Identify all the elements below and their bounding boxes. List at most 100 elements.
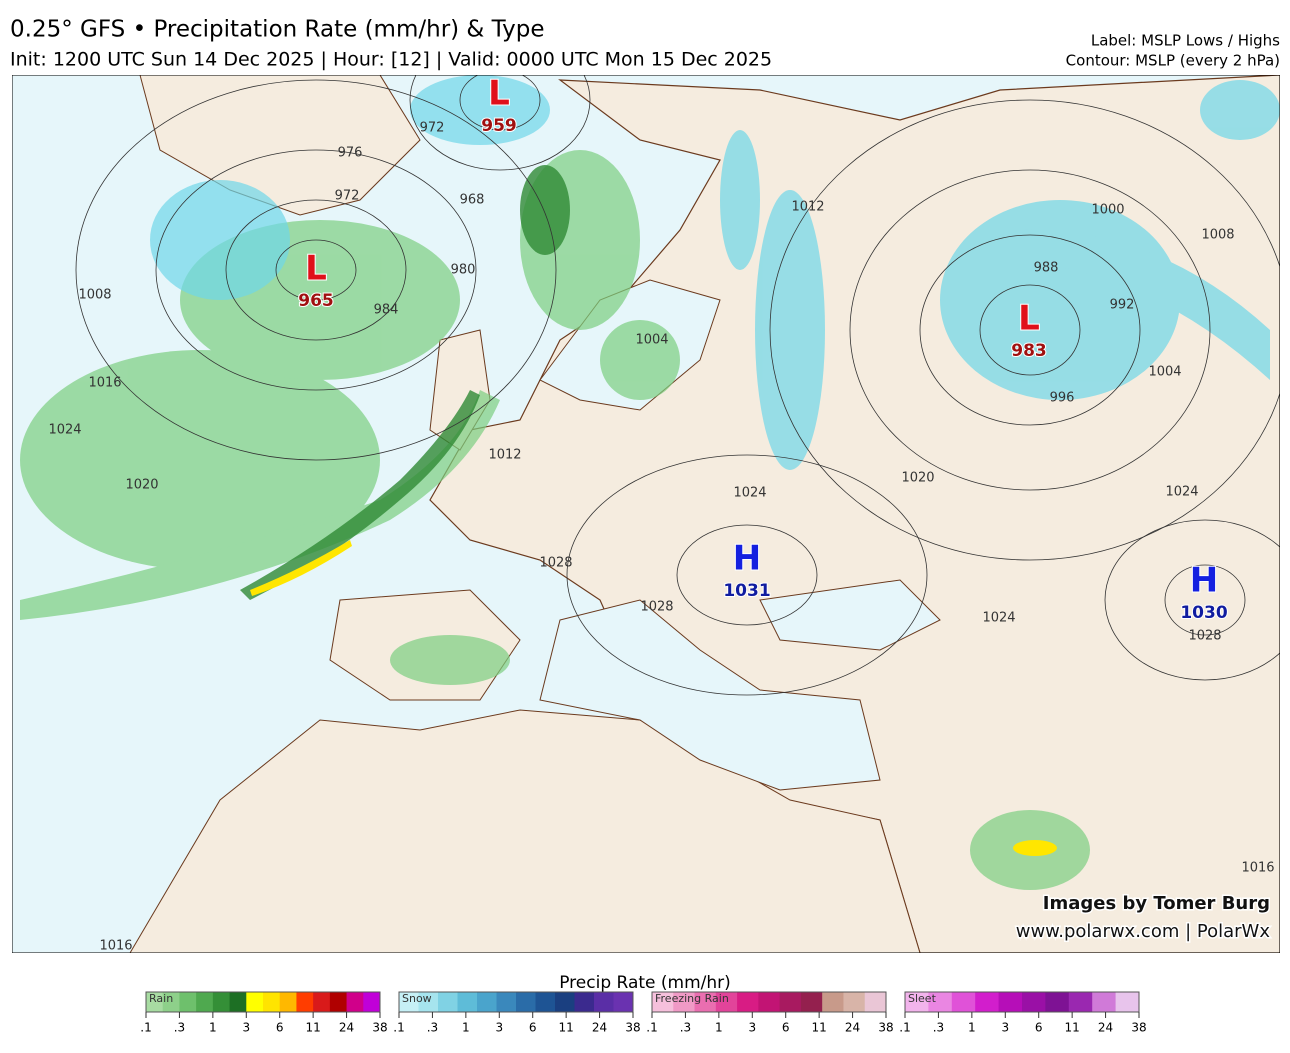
legend-frame: [145, 991, 381, 1013]
legend-group-name: Snow: [402, 992, 432, 1005]
legend-tick-label: .1: [646, 1021, 657, 1035]
legend-swatch: [162, 992, 180, 1012]
legend-swatch: [535, 992, 556, 1012]
center-letter: L: [1018, 299, 1040, 339]
greenland: [139, 75, 421, 216]
legend-swatch: [496, 992, 517, 1012]
contour-label: 1028: [539, 556, 572, 571]
legend-frame: [651, 991, 887, 1013]
center-letter: L: [305, 249, 327, 289]
contour-label: 988: [1034, 261, 1059, 276]
contour-label: 1016: [88, 376, 121, 391]
legend-swatch: [329, 992, 348, 1012]
legend-tick-label: 38: [1131, 1021, 1146, 1035]
legend-tick-label: .3: [933, 1021, 944, 1035]
legend-swatch: [758, 992, 781, 1012]
center-letter: H: [1190, 561, 1218, 601]
legend-swatch: [951, 992, 976, 1012]
intense-rain: [250, 540, 1057, 856]
legend-tick-label: .3: [174, 1021, 185, 1035]
legend-swatch: [418, 992, 439, 1012]
legend-swatch: [652, 992, 674, 1012]
contour-label: 1016: [1241, 861, 1274, 876]
contour-label: 980: [451, 263, 476, 278]
contour-label: 1008: [78, 288, 111, 303]
legend-tick-label: .3: [680, 1021, 691, 1035]
legend-tick-label: 6: [1035, 1021, 1043, 1035]
legend-tick-label: 24: [339, 1021, 354, 1035]
contour-label: 992: [1110, 298, 1135, 313]
legend-group-name: Freezing Rain: [655, 992, 729, 1005]
legend-swatch: [779, 992, 802, 1012]
legend-tick-label: 1: [462, 1021, 470, 1035]
contour-label: 1004: [1148, 365, 1181, 380]
center-value: 983: [1011, 341, 1047, 361]
contour-label: 1024: [982, 611, 1015, 626]
legend-swatch: [975, 992, 1000, 1012]
contour-labels: 976 972 972 968 980 984 1008 1016 1024 1020 1012 10…: [48, 121, 1274, 954]
legend-tick-label: 1: [968, 1021, 976, 1035]
center-value: 1031: [723, 581, 770, 601]
legend-frame: [904, 991, 1140, 1013]
legend-swatch: [673, 992, 696, 1012]
legend-swatch: [594, 992, 614, 1012]
legend-swatch: [737, 992, 759, 1012]
legend-tick-label: 24: [845, 1021, 860, 1035]
legend-tick-label: 24: [592, 1021, 607, 1035]
legend-tick-label: .3: [427, 1021, 438, 1035]
legend-swatch: [822, 992, 844, 1012]
mediterranean: [539, 599, 881, 791]
contour-label: 1020: [125, 478, 158, 493]
contour-label: 976: [338, 146, 363, 161]
legend-title: Precip Rate (mm/hr): [559, 973, 731, 993]
legend-swatch: [246, 992, 264, 1012]
contour-label: 1004: [635, 333, 668, 348]
legend-tick-label: 38: [878, 1021, 893, 1035]
contour-label: 1024: [733, 486, 766, 501]
contour-label: 968: [460, 193, 485, 208]
subtitle: Init: 1200 UTC Sun 14 Dec 2025 | Hour: […: [10, 49, 772, 71]
legend-group-name: Rain: [149, 992, 173, 1005]
legend-swatch: [613, 992, 634, 1012]
legend-swatch: [399, 992, 419, 1012]
legend-swatch: [457, 992, 478, 1012]
legend-swatch: [998, 992, 1023, 1012]
legend-swatch: [905, 992, 929, 1012]
legend-tick-label: 3: [242, 1021, 250, 1035]
legend-swatch: [279, 992, 297, 1012]
legend-swatch: [363, 992, 381, 1012]
center-value: 1030: [1180, 603, 1227, 623]
legend-swatch: [477, 992, 497, 1012]
legend-swatch: [296, 992, 314, 1012]
legend-swatch: [800, 992, 823, 1012]
isobars: [75, 75, 1280, 696]
legend-tick-label: .1: [393, 1021, 404, 1035]
legend-tick-label: 6: [529, 1021, 537, 1035]
legend-swatch: [1092, 992, 1117, 1012]
contour-label: 972: [420, 121, 445, 136]
legend-tick-label: 3: [495, 1021, 503, 1035]
black-sea: [759, 579, 941, 651]
legend-swatch: [146, 992, 164, 1012]
legend-swatch: [694, 992, 717, 1012]
legend-swatch: [438, 992, 458, 1012]
legend-swatch: [864, 992, 887, 1012]
legend-tick-label: 3: [1001, 1021, 1009, 1035]
legend-tick-label: 6: [782, 1021, 790, 1035]
contour-label: 972: [335, 189, 360, 204]
credit: Images by Tomer Burg: [1043, 893, 1270, 914]
legend-swatch: [212, 992, 231, 1012]
legend-tick-label: 24: [1098, 1021, 1113, 1035]
contour-label: 984: [374, 303, 399, 318]
legend-swatch: [516, 992, 536, 1012]
contour-label: 1008: [1201, 228, 1234, 243]
legend-tick-label: 11: [306, 1021, 321, 1035]
contour-label: 1020: [901, 471, 934, 486]
title: 0.25° GFS • Precipitation Rate (mm/hr) &…: [10, 17, 545, 43]
legend-swatch: [346, 992, 364, 1012]
legend-swatch: [928, 992, 953, 1012]
legend-group-name: Sleet: [908, 992, 937, 1005]
